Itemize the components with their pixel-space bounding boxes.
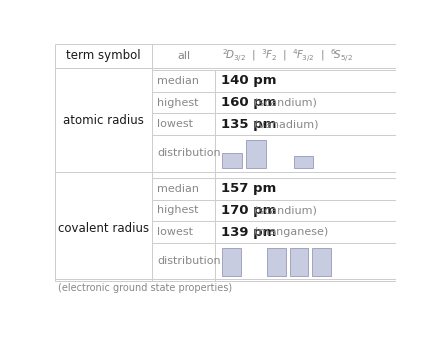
Text: lowest: lowest bbox=[158, 119, 193, 129]
Text: 170 pm: 170 pm bbox=[221, 204, 277, 217]
Text: (vanadium): (vanadium) bbox=[254, 119, 318, 129]
Text: (scandium): (scandium) bbox=[254, 205, 317, 215]
Bar bbox=[222, 248, 241, 276]
Text: (electronic ground state properties): (electronic ground state properties) bbox=[59, 283, 232, 293]
Text: 139 pm: 139 pm bbox=[221, 226, 277, 239]
Text: term symbol: term symbol bbox=[66, 49, 141, 62]
Text: $^2\!D_{3/2}$  |  $^3\!F_2$  |  $^4\!F_{3/2}$  |  $^6\!S_{5/2}$: $^2\!D_{3/2}$ | $^3\!F_2$ | $^4\!F_{3/2}… bbox=[222, 48, 353, 64]
Text: (scandium): (scandium) bbox=[254, 98, 317, 107]
Text: distribution: distribution bbox=[158, 148, 221, 158]
Text: highest: highest bbox=[158, 205, 199, 215]
Text: 135 pm: 135 pm bbox=[221, 118, 277, 131]
Bar bbox=[290, 248, 308, 276]
Bar bbox=[312, 248, 330, 276]
Text: 160 pm: 160 pm bbox=[221, 96, 277, 109]
Text: covalent radius: covalent radius bbox=[58, 222, 149, 235]
Text: all: all bbox=[177, 51, 190, 61]
Text: 157 pm: 157 pm bbox=[221, 182, 277, 195]
Text: (manganese): (manganese) bbox=[254, 227, 328, 237]
Text: highest: highest bbox=[158, 98, 199, 107]
Text: 140 pm: 140 pm bbox=[221, 74, 277, 87]
Bar bbox=[246, 140, 265, 168]
Text: lowest: lowest bbox=[158, 227, 193, 237]
Bar bbox=[222, 153, 242, 168]
Text: median: median bbox=[158, 76, 199, 86]
Text: median: median bbox=[158, 184, 199, 193]
Bar bbox=[294, 156, 313, 168]
Bar bbox=[267, 248, 286, 276]
Text: distribution: distribution bbox=[158, 256, 221, 266]
Text: atomic radius: atomic radius bbox=[63, 114, 144, 127]
